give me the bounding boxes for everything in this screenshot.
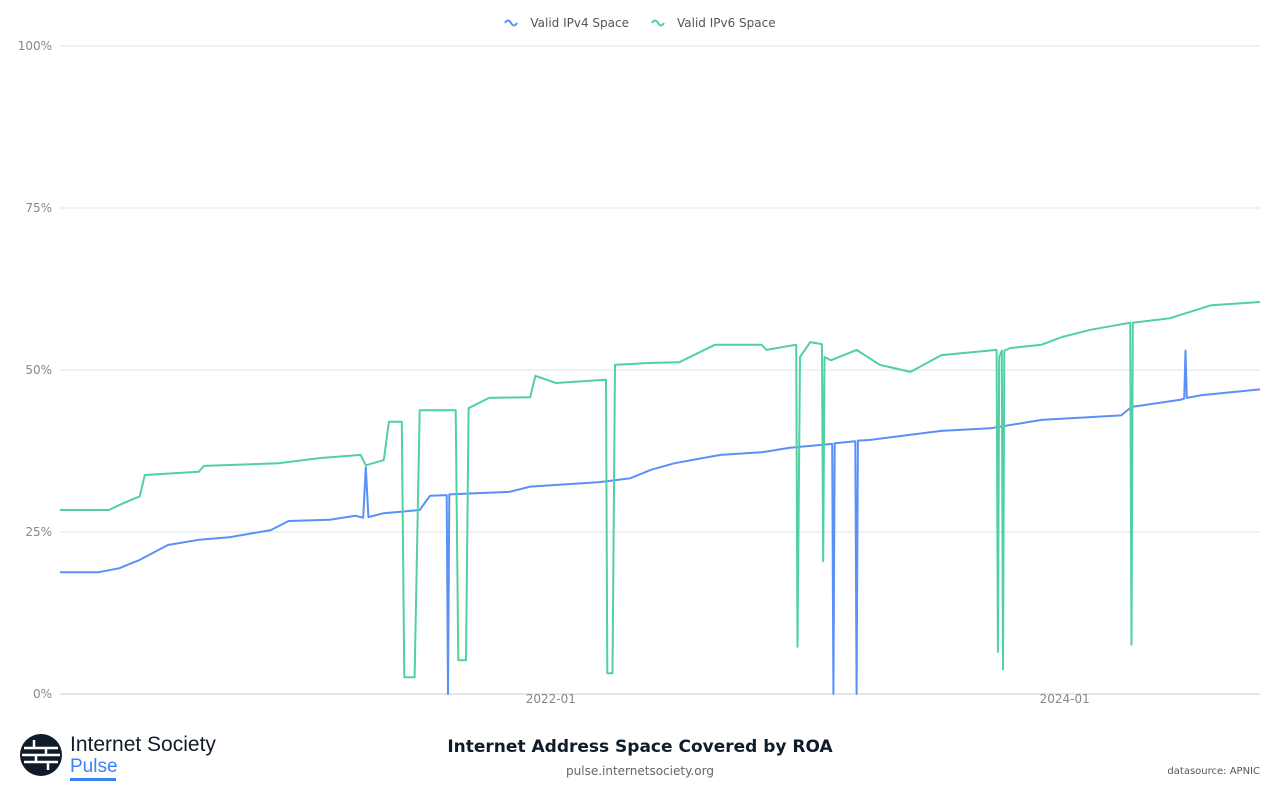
logo-product: Pulse — [70, 757, 118, 781]
site-url[interactable]: pulse.internetsociety.org — [566, 764, 714, 778]
globe-logo-icon — [20, 734, 62, 776]
series-lines — [60, 301, 1261, 695]
y-axis: 0% 25% 50% 75% 100% — [18, 39, 52, 701]
x-tick-label: 2022-01 — [526, 692, 576, 706]
y-tick-label: 100% — [18, 39, 52, 53]
chart-title: Internet Address Space Covered by ROA — [447, 737, 833, 757]
legend-label: Valid IPv6 Space — [677, 16, 776, 30]
legend-item-ipv6[interactable]: Valid IPv6 Space — [651, 16, 776, 30]
logo-name: Internet Society — [70, 733, 216, 756]
series-line-ipv6 — [60, 301, 1261, 679]
legend-wave-icon — [504, 19, 519, 27]
x-axis: 2022-01 2024-01 — [526, 692, 1090, 706]
y-tick-label: 50% — [25, 363, 52, 377]
legend-label: Valid IPv4 Space — [530, 16, 629, 30]
x-tick-label: 2024-01 — [1040, 692, 1090, 706]
legend: Valid IPv4 Space Valid IPv6 Space — [0, 16, 1280, 30]
internet-society-pulse-logo[interactable]: Internet Society Pulse — [20, 734, 216, 781]
y-tick-label: 75% — [25, 201, 52, 215]
y-tick-label: 25% — [25, 525, 52, 539]
datasource: datasource: APNIC — [1167, 766, 1260, 777]
grid — [60, 45, 1260, 695]
legend-wave-icon — [651, 19, 665, 27]
legend-item-ipv4[interactable]: Valid IPv4 Space — [504, 16, 629, 30]
series-line-ipv4 — [60, 349, 1261, 695]
y-tick-label: 0% — [33, 687, 52, 701]
